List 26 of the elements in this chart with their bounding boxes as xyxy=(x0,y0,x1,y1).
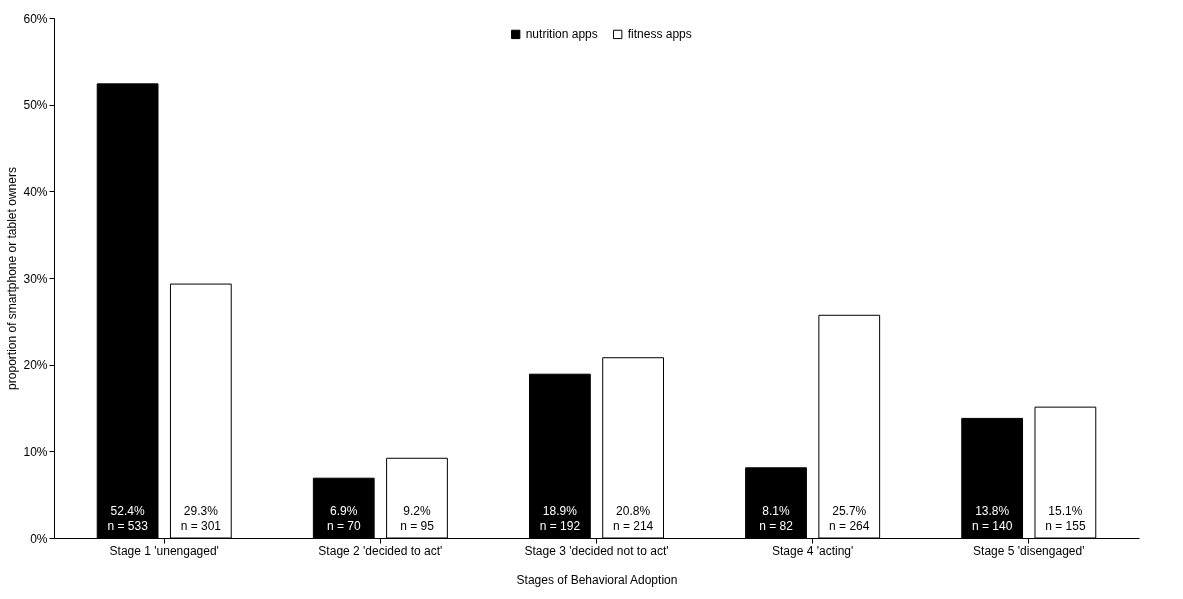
x-tick-label: Stage 5 'disengaged' xyxy=(973,543,1085,558)
y-tick-label: 0% xyxy=(30,531,48,546)
y-tick-label: 60% xyxy=(23,11,48,26)
x-tick-label: Stage 3 'decided not to act' xyxy=(524,543,669,558)
y-tick-label: 20% xyxy=(23,358,48,373)
y-tick-label: 10% xyxy=(23,444,48,459)
data-label: 29.3% n = 301 xyxy=(180,504,222,533)
data-label: 13.8% n = 140 xyxy=(971,504,1013,533)
data-label: 25.7% n = 264 xyxy=(829,504,870,533)
y-tick-label: 30% xyxy=(23,271,48,286)
x-tick-label: Stage 1 'unengaged' xyxy=(109,543,219,558)
data-label: 8.1% n = 82 xyxy=(759,504,794,533)
y-tick-label: 40% xyxy=(23,184,48,199)
data-label: 18.9% n = 192 xyxy=(539,504,581,533)
legend-label: fitness apps xyxy=(627,27,692,42)
data-label: 52.4% n = 533 xyxy=(107,504,149,533)
y-tick-label: 50% xyxy=(23,98,48,113)
data-label: 15.1% n = 155 xyxy=(1045,504,1086,533)
data-label: 9.2% n = 95 xyxy=(400,504,435,533)
legend-label: nutrition apps xyxy=(525,27,598,42)
x-axis-title: Stages of Behavioral Adoption xyxy=(516,572,678,587)
y-axis-title: proportion of smartphone or tablet owners xyxy=(5,167,20,390)
x-tick-label: Stage 4 'acting' xyxy=(771,543,854,558)
data-label: 6.9% n = 70 xyxy=(326,504,361,533)
data-label: 20.8% n = 214 xyxy=(612,504,654,533)
x-tick-label: Stage 2 'decided to act' xyxy=(318,543,443,558)
